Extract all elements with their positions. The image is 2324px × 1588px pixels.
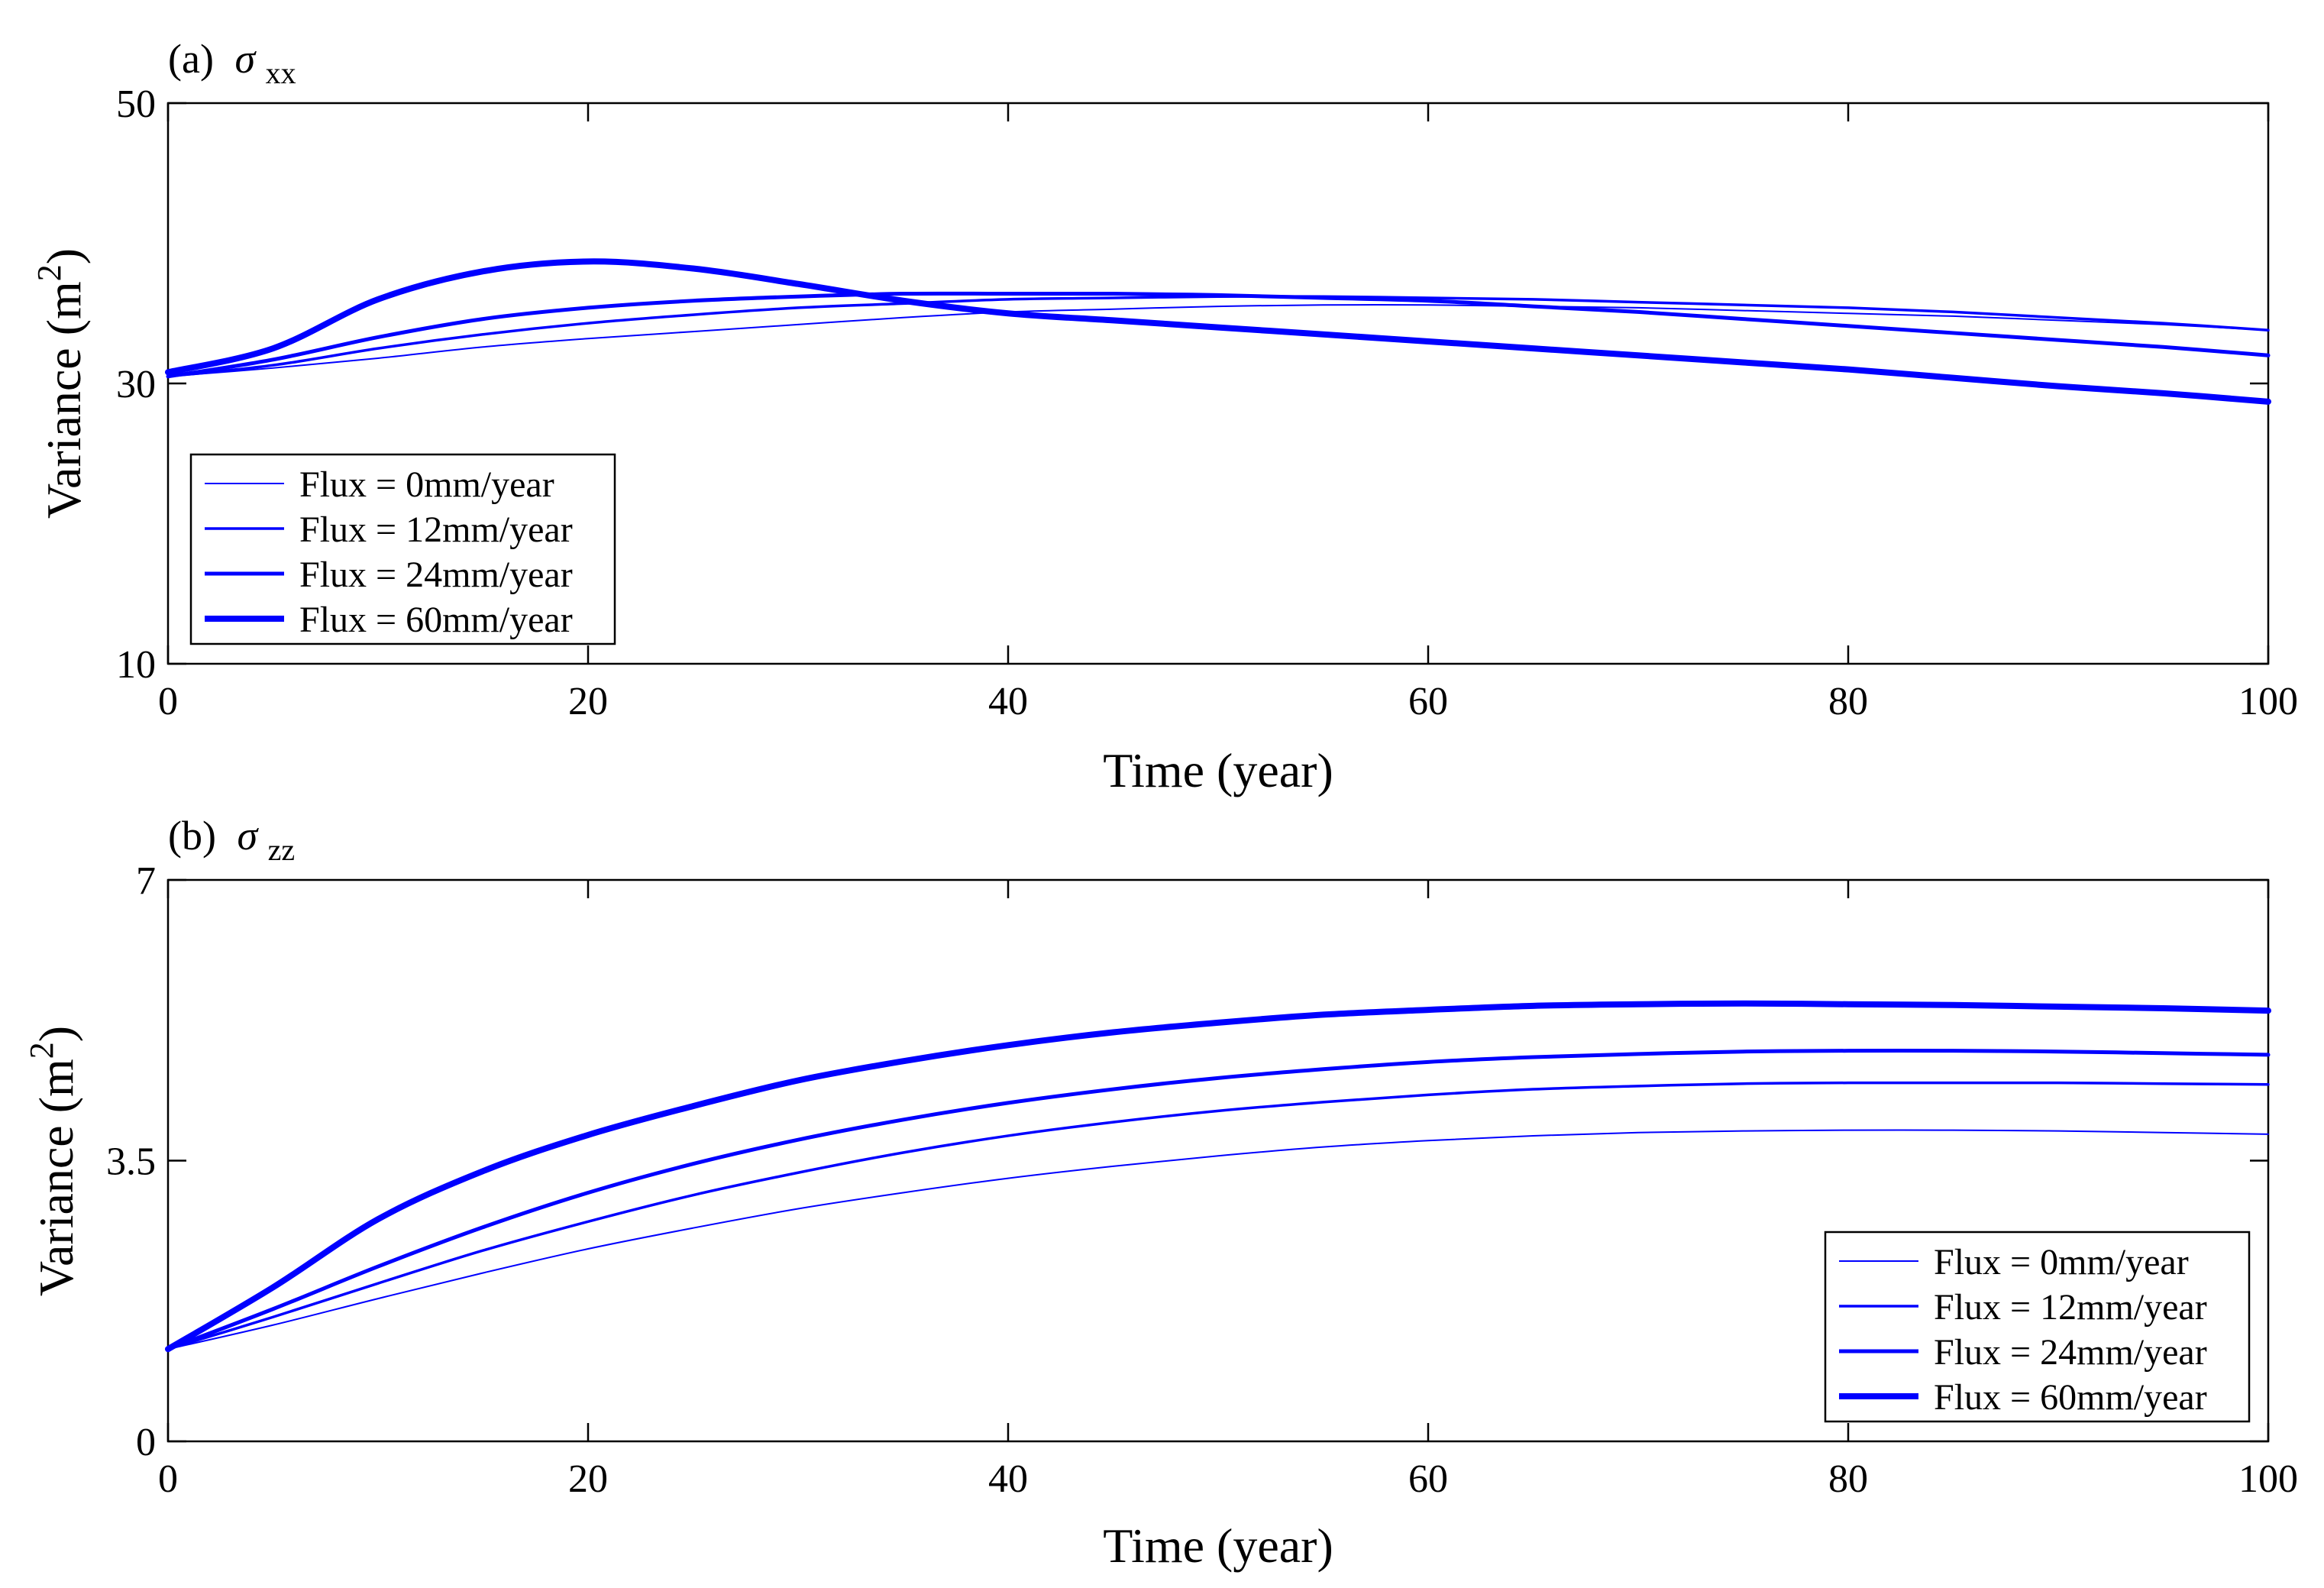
panel-b-y-axis-label: Variance (m2) [23,1026,83,1296]
panel-b: (b) σ zz 0 20 40 60 80 100 0 3.5 7 Time (year) V… [23,813,2298,1573]
x-tick-label: 0 [158,680,178,723]
legend-label: Flux = 12mm/year [1934,1287,2207,1328]
x-tick-label: 20 [568,680,608,723]
legend-entry: Flux = 0mm/year [205,464,554,505]
x-tick-label: 100 [2238,1457,2298,1501]
panel-b-title: (b) σ zz [168,813,295,867]
series-line-1 [166,295,2270,378]
legend-entry: Flux = 60mm/year [1839,1377,2207,1418]
legend-label: Flux = 60mm/year [1934,1377,2207,1418]
y-tick-label: 30 [116,363,156,406]
panel-a-series-lines [165,258,2271,405]
x-tick-label: 0 [158,1457,178,1501]
panel-b-legend: Flux = 0mm/year Flux = 12mm/year Flux = … [1824,1231,2251,1423]
y-tick-label: 10 [116,643,156,687]
series-line-3 [165,258,2271,405]
x-tick-label: 60 [1408,1457,1448,1501]
panel-a-legend-box [189,453,616,645]
series-line-0 [167,1129,2269,1350]
x-tick-label: 40 [988,680,1028,723]
legend-label: Flux = 12mm/year [299,509,573,550]
panel-b-ticks [166,878,2270,1443]
legend-entry: Flux = 60mm/year [205,600,573,640]
x-tick-label: 100 [2238,680,2298,723]
panel-a-ticks [166,102,2270,665]
series-line-3 [165,1000,2271,1353]
legend-label: Flux = 0mm/year [299,464,554,505]
y-tick-label: 0 [136,1421,156,1464]
panel-b-series-lines [165,1000,2271,1353]
x-tick-label: 20 [568,1457,608,1501]
x-tick-label: 40 [988,1457,1028,1501]
series-line-0 [167,304,2269,377]
x-tick-label: 60 [1408,680,1448,723]
legend-label: Flux = 24mm/year [299,555,573,595]
y-tick-label: 7 [136,859,156,903]
legend-entry: Flux = 24mm/year [1839,1332,2207,1373]
panel-b-x-axis-label: Time (year) [1103,1518,1333,1573]
legend-label: Flux = 60mm/year [299,600,573,640]
panel-a-legend: Flux = 0mm/year Flux = 12mm/year Flux = … [189,453,616,645]
series-line-2 [166,1049,2271,1351]
legend-entry: Flux = 24mm/year [205,555,573,595]
series-line-2 [166,291,2271,379]
y-tick-label: 3.5 [106,1140,156,1184]
x-tick-label: 80 [1828,1457,1868,1501]
panel-a-title: (a) σ xx [168,36,296,90]
panel-a-tick-labels: 0 20 40 60 80 100 10 30 50 [116,82,2298,723]
x-tick-label: 80 [1828,680,1868,723]
legend-entry: Flux = 12mm/year [205,509,573,550]
legend-label: Flux = 0mm/year [1934,1242,2189,1282]
legend-entry: Flux = 0mm/year [1839,1242,2189,1282]
y-tick-label: 50 [116,82,156,126]
panel-b-tick-labels: 0 20 40 60 80 100 0 3.5 7 [106,859,2298,1501]
panel-a-x-axis-label: Time (year) [1103,743,1333,797]
series-line-1 [166,1081,2270,1350]
panel-a-y-axis-label: Variance (m2) [31,248,91,519]
panel-b-legend-box [1824,1231,2251,1423]
legend-label: Flux = 24mm/year [1934,1332,2207,1373]
legend-entry: Flux = 12mm/year [1839,1287,2207,1328]
